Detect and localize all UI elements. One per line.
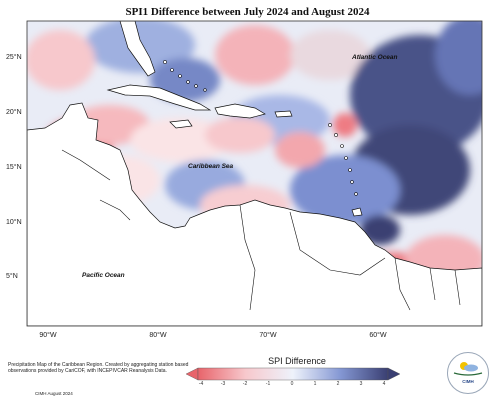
lat-label-15n: 15°N — [6, 164, 22, 171]
legend-title: SPI Difference — [268, 356, 326, 366]
pacific-ocean-label: Pacific Ocean — [82, 272, 125, 279]
lat-label-25n: 25°N — [6, 54, 22, 61]
legend-tick: -1 — [265, 381, 271, 387]
land — [27, 21, 482, 326]
legend-tick: 0 — [290, 381, 294, 387]
legend-tick: -2 — [242, 381, 248, 387]
legend-colorbar — [185, 367, 401, 381]
country-borders — [61, 149, 461, 311]
lat-label-10n: 10°N — [6, 219, 22, 226]
lat-label-20n: 20°N — [6, 109, 22, 116]
legend-tick: 3 — [359, 381, 363, 387]
legend-tick: -3 — [220, 381, 226, 387]
cimh-logo: CIMH — [447, 352, 489, 394]
sun-cloud-icon — [453, 362, 483, 376]
legend-tick: 1 — [313, 381, 317, 387]
lon-label-60w: 60°W — [369, 332, 387, 339]
legend-tick: -4 — [198, 381, 204, 387]
legend-tick: 4 — [382, 381, 386, 387]
lat-label-5n: 5°N — [6, 273, 18, 280]
map-credit: CIMH August 2024 — [35, 391, 73, 396]
logo-text: CIMH — [462, 379, 474, 384]
legend-tick: 2 — [336, 381, 340, 387]
map-frame — [26, 20, 483, 327]
map-title: SPI1 Difference between July 2024 and Au… — [125, 6, 370, 18]
atlantic-ocean-label: Atlantic Ocean — [352, 54, 398, 61]
lon-label-90w: 90°W — [39, 332, 57, 339]
caribbean-sea-label: Caribbean Sea — [188, 163, 234, 170]
lon-label-80w: 80°W — [149, 332, 167, 339]
islands — [163, 60, 358, 196]
lon-label-70w: 70°W — [259, 332, 277, 339]
map-footnote: Precipitation Map of the Caribbean Regio… — [8, 362, 189, 374]
